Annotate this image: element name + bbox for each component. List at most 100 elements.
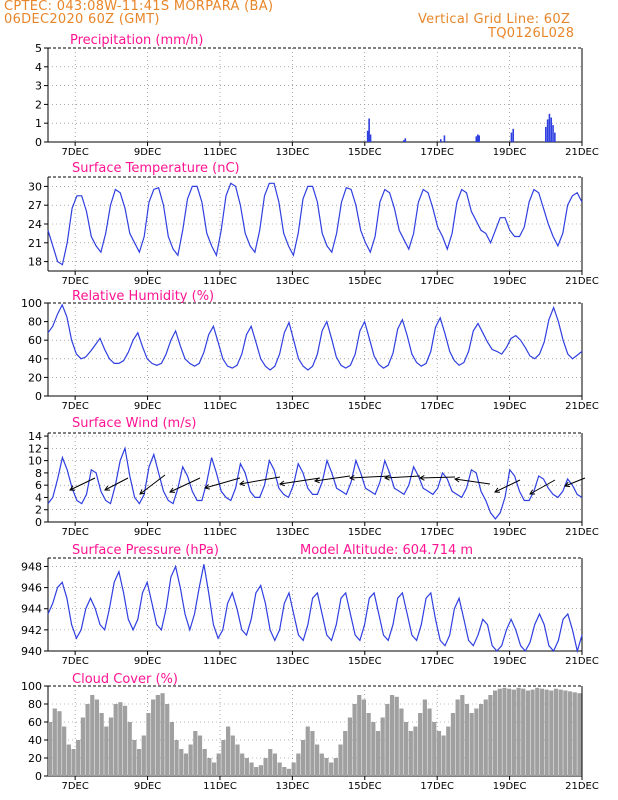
y-tick-label: 0	[35, 770, 42, 783]
wind-arrow-shaft	[69, 477, 96, 491]
x-tick-label: 21DEC	[565, 781, 599, 792]
cloud-bar	[174, 740, 179, 776]
x-tick-label: 13DEC	[276, 527, 310, 538]
x-tick-label: 17DEC	[420, 276, 454, 287]
cloud-bar	[76, 740, 81, 776]
x-tick-label: 11DEC	[203, 527, 237, 538]
cloud-bar	[169, 722, 175, 776]
cloud-bar	[207, 758, 212, 776]
series-line	[47, 303, 583, 371]
y-tick-label: 27	[28, 199, 42, 212]
cloud-bar	[48, 722, 53, 776]
x-tick-label: 7DEC	[61, 527, 88, 538]
panel-title: Relative Humidity (%)	[72, 289, 214, 304]
cloud-bar	[404, 722, 409, 776]
series-line	[47, 446, 583, 520]
panel-2: 18 21 24 27 30 7DEC 9DEC 11DEC 13DEC 15DEC 17DEC 19…	[28, 161, 599, 287]
wind-arrow-head	[348, 474, 355, 481]
wind-arrow-head	[278, 480, 285, 487]
x-tick-label: 11DEC	[203, 401, 237, 412]
y-tick-label: 5	[35, 42, 42, 55]
cloud-bar	[366, 713, 371, 776]
x-tick-label: 15DEC	[348, 781, 382, 792]
cloud-bar	[235, 744, 240, 776]
cloud-bar	[319, 753, 324, 776]
cloud-bar	[497, 688, 502, 776]
cloud-bar	[418, 713, 423, 776]
y-tick-label: 4	[35, 61, 42, 74]
y-tick-label: 942	[21, 624, 42, 637]
cloud-bar	[216, 753, 221, 776]
x-tick-label: 11DEC	[203, 781, 237, 792]
cloud-bar	[375, 731, 381, 776]
wind-arrow-head	[564, 481, 571, 488]
cloud-bar	[521, 688, 526, 776]
wind-arrow-shaft	[314, 475, 351, 482]
precip-bar	[366, 130, 369, 142]
x-tick-label: 21DEC	[565, 527, 599, 538]
precip-bar	[403, 140, 405, 142]
x-tick-label: 21DEC	[565, 276, 599, 287]
y-tick-label: 21	[28, 237, 42, 250]
wind-arrow-shaft	[384, 475, 421, 479]
precip-bar	[476, 134, 479, 142]
wind-arrow-shaft	[454, 478, 491, 485]
y-tick-label: 80	[28, 316, 42, 329]
cloud-bar	[113, 704, 118, 776]
cloud-bar	[272, 753, 278, 776]
precip-bar	[550, 117, 553, 142]
series-line	[47, 564, 583, 654]
x-tick-label: 17DEC	[420, 147, 454, 158]
x-tick-label: 9DEC	[134, 781, 161, 792]
cloud-bar	[230, 735, 235, 776]
cloud-bar	[567, 691, 573, 776]
x-tick-label: 7DEC	[61, 276, 88, 287]
cloud-bar	[352, 704, 357, 776]
vertical-grid-line-note: Vertical Grid Line: 60Z	[418, 12, 571, 27]
y-tick-label: 6	[35, 479, 42, 492]
cloud-bar	[179, 749, 184, 776]
wind-arrow-head	[69, 485, 76, 491]
cloud-bar	[258, 765, 264, 776]
y-tick-label: 18	[28, 256, 42, 269]
cloud-bar	[94, 699, 100, 776]
cloud-bar	[305, 726, 310, 776]
panel-subtitle: Model Altitude: 604.714 m	[300, 543, 473, 558]
x-tick-label: 13DEC	[276, 401, 310, 412]
cloud-bar	[357, 695, 362, 776]
panel-title: Surface Wind (m/s)	[72, 416, 196, 431]
precip-bar	[546, 119, 549, 142]
date-line: 06DEC2020 60Z (GMT)	[4, 12, 160, 27]
precip-bar	[544, 126, 547, 142]
x-tick-label: 21DEC	[565, 401, 599, 412]
precip-bar	[478, 135, 480, 142]
x-tick-label: 9DEC	[134, 276, 161, 287]
precip-bar	[443, 135, 446, 142]
cloud-bar	[380, 717, 385, 776]
cloud-bar	[488, 695, 493, 776]
x-tick-label: 15DEC	[348, 527, 382, 538]
precip-bar	[440, 139, 442, 142]
cloud-bar	[525, 690, 531, 776]
cloud-bar	[333, 758, 338, 776]
cloud-bar	[558, 689, 563, 776]
wind-arrow-shaft	[494, 479, 521, 493]
wind-arrow-head	[494, 487, 501, 493]
cloud-bar	[155, 695, 160, 776]
x-tick-label: 19DEC	[493, 147, 527, 158]
wind-arrow-head	[418, 475, 425, 481]
y-tick-label: 1	[35, 117, 42, 130]
cloud-bar	[511, 689, 516, 776]
cloud-bar	[394, 696, 399, 776]
cloud-bar	[249, 762, 254, 776]
y-tick-label: 40	[28, 353, 42, 366]
wind-arrow-head	[203, 484, 210, 490]
y-tick-label: 0	[35, 136, 42, 149]
x-tick-label: 21DEC	[565, 147, 599, 158]
wind-arrow-shaft	[349, 475, 391, 479]
x-tick-label: 13DEC	[276, 781, 310, 792]
x-tick-label: 9DEC	[134, 147, 161, 158]
cloud-bar	[483, 699, 488, 776]
cloud-bar	[282, 767, 287, 776]
wind-arrow-head	[453, 476, 460, 483]
